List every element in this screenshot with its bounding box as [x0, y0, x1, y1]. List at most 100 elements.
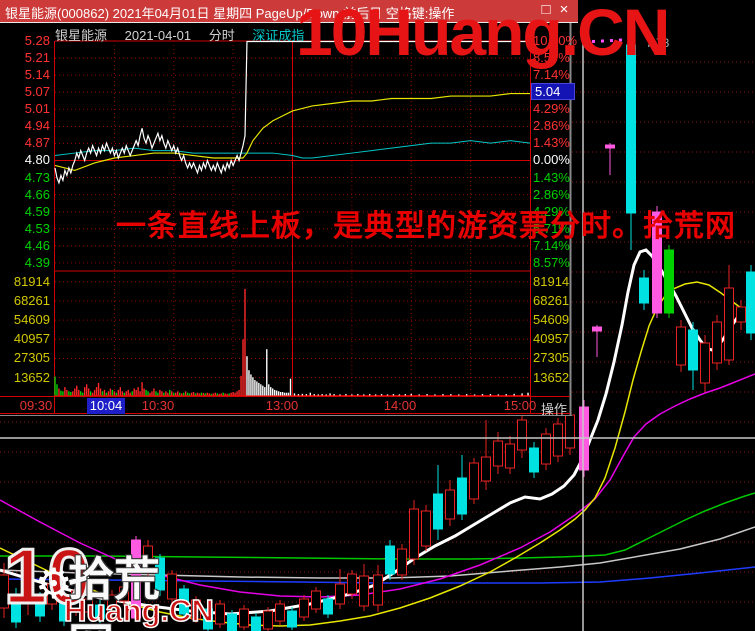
daily-candle: [23, 578, 33, 601]
volume-axis-label-left: 68261: [13, 292, 50, 308]
daily-candle: [457, 477, 467, 515]
daily-candle: [373, 574, 383, 606]
daily-candle: [59, 598, 69, 622]
price-axis-label: 5.28: [24, 33, 50, 48]
daily-candle: [155, 557, 165, 591]
ma-line-blue: [0, 566, 755, 584]
daily-candle: [263, 610, 273, 630]
current-price-highlight: 5.04: [531, 83, 575, 101]
daily-candle: [287, 610, 297, 628]
daily-candle: [639, 277, 649, 304]
daily-candle: [83, 598, 93, 613]
percent-axis-label: 2.86%: [533, 118, 570, 134]
percent-axis-label: 8.57%: [533, 254, 570, 270]
percent-axis-label: 8.57%: [533, 50, 570, 66]
daily-candle: [347, 573, 357, 595]
maximize-icon[interactable]: □: [541, 1, 551, 18]
percent-axis-label: 1.43%: [533, 169, 570, 185]
daily-candle: [605, 144, 615, 149]
daily-candle: [736, 306, 746, 323]
action-menu-label[interactable]: 操作: [541, 402, 568, 417]
index-line: [54, 140, 531, 159]
daily-candle: [493, 440, 503, 467]
daily-high-price-label: 7.73: [646, 36, 670, 50]
daily-candle: [47, 583, 57, 605]
daily-candle: [385, 545, 395, 575]
daily-candle: [335, 583, 345, 605]
daily-candle: [409, 508, 419, 560]
volume-axis-label-left: 40957: [13, 331, 50, 347]
chart-mode: 分时: [208, 28, 235, 43]
ma-line-green: [0, 492, 755, 560]
daily-candle: [107, 594, 117, 614]
price-axis-label: 5.01: [24, 101, 50, 117]
daily-candle: [203, 608, 213, 630]
percent-axis-label: 7.14%: [533, 67, 570, 83]
price-axis-label: 4.46: [24, 237, 50, 253]
annotation-text: 一条直线上板，是典型的游资票分时。拾荒网: [116, 210, 736, 243]
daily-candle: [541, 433, 551, 465]
price-axis-label: 4.94: [24, 118, 50, 134]
daily-candle: [469, 462, 479, 500]
daily-candle: [421, 510, 431, 547]
daily-candle: [179, 588, 189, 615]
percent-axis-label: 2.86%: [533, 186, 570, 202]
daily-candle: [143, 545, 153, 565]
daily-candle: [592, 326, 602, 332]
price-axis-label: 4.39: [24, 254, 50, 270]
daily-candle: [311, 590, 321, 610]
daily-candle: [275, 603, 285, 622]
daily-candle: [664, 249, 674, 314]
close-icon[interactable]: ×: [559, 1, 569, 18]
price-axis-label: 4.80: [24, 152, 50, 168]
daily-candle: [746, 271, 755, 334]
daily-candle: [724, 287, 734, 361]
daily-candle: [227, 613, 237, 631]
logo-site-name: 拾荒网: [68, 553, 160, 631]
daily-candle: [397, 548, 407, 576]
percent-axis-label: 0.00%: [533, 152, 570, 168]
time-label: 09:30: [19, 398, 53, 413]
daily-candle: [71, 590, 81, 612]
price-axis-label: 5.14: [24, 67, 50, 83]
daily-candle: [215, 603, 225, 625]
volume-axis-label-right: 68261: [533, 292, 570, 308]
time-label: 10:30: [141, 398, 175, 413]
volume-axis-label-left: 13652: [13, 369, 50, 385]
percent-axis-label: 7.14%: [533, 237, 570, 253]
daily-candle: [712, 321, 722, 364]
daily-candle: [239, 608, 249, 628]
daily-candle: [167, 573, 177, 600]
minute-chart-header: 银星能源 2021-04-01 分时 深证成指: [55, 25, 318, 44]
volume-axis-label-right: 27305: [533, 350, 570, 366]
volume-axis-label-left: 81914: [13, 273, 50, 289]
watermark-text: 10Huang.CN: [296, 0, 670, 69]
daily-candle: [191, 599, 201, 620]
ma-line-magenta: [0, 373, 755, 598]
daily-candle: [626, 44, 636, 214]
chart-date: 2021-04-01: [124, 28, 192, 43]
percent-axis-label: 4.29%: [533, 203, 570, 219]
overlay-index-name[interactable]: 深证成指: [252, 28, 305, 43]
time-label: 13:00: [265, 398, 299, 413]
daily-candle: [433, 493, 443, 530]
volume-axis-label-right: 54609: [533, 312, 570, 328]
daily-candle: [131, 539, 141, 619]
daily-candle: [505, 443, 515, 469]
daily-candle: [700, 342, 710, 384]
daily-candle: [299, 598, 309, 618]
daily-candle: [445, 489, 455, 520]
logo-domain: Huang.CN: [63, 592, 214, 629]
title-bar: 银星能源(000862) 2021年04月01日 星期四 PageUp/Down…: [0, 0, 578, 23]
percent-axis-label: 4.29%: [533, 101, 570, 117]
window-title: 银星能源(000862) 2021年04月01日 星期四 PageUp/Down…: [5, 6, 455, 21]
time-label: 15:00: [503, 398, 537, 413]
daily-candle: [553, 423, 563, 457]
volume-axis-label-left: 27305: [13, 350, 50, 366]
volume-axis-label-left: 54609: [13, 312, 50, 328]
gear-icon: ⚙: [35, 560, 73, 607]
